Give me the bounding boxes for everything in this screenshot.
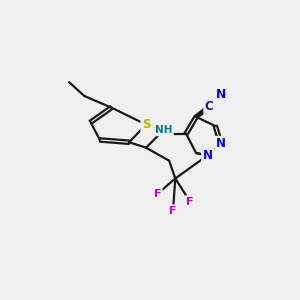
Text: F: F	[154, 189, 161, 199]
Text: S: S	[142, 118, 150, 131]
Text: F: F	[169, 206, 177, 216]
Text: C: C	[205, 100, 214, 113]
Text: N: N	[203, 149, 213, 162]
Text: N: N	[216, 88, 226, 101]
Text: NH: NH	[155, 125, 172, 135]
Text: F: F	[186, 196, 194, 206]
Text: N: N	[216, 137, 226, 150]
